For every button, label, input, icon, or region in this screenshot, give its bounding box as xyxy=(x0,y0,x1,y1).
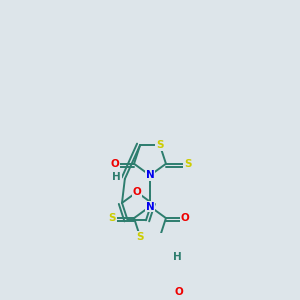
Text: S: S xyxy=(184,159,191,169)
Text: O: O xyxy=(175,287,183,297)
Text: S: S xyxy=(109,213,116,223)
Text: H: H xyxy=(112,172,121,182)
Text: N: N xyxy=(146,202,154,212)
Text: S: S xyxy=(136,232,144,242)
Text: O: O xyxy=(110,159,119,169)
Text: N: N xyxy=(146,170,154,180)
Text: H: H xyxy=(173,252,182,262)
Text: O: O xyxy=(132,187,141,197)
Text: O: O xyxy=(181,213,190,223)
Text: S: S xyxy=(156,140,164,150)
